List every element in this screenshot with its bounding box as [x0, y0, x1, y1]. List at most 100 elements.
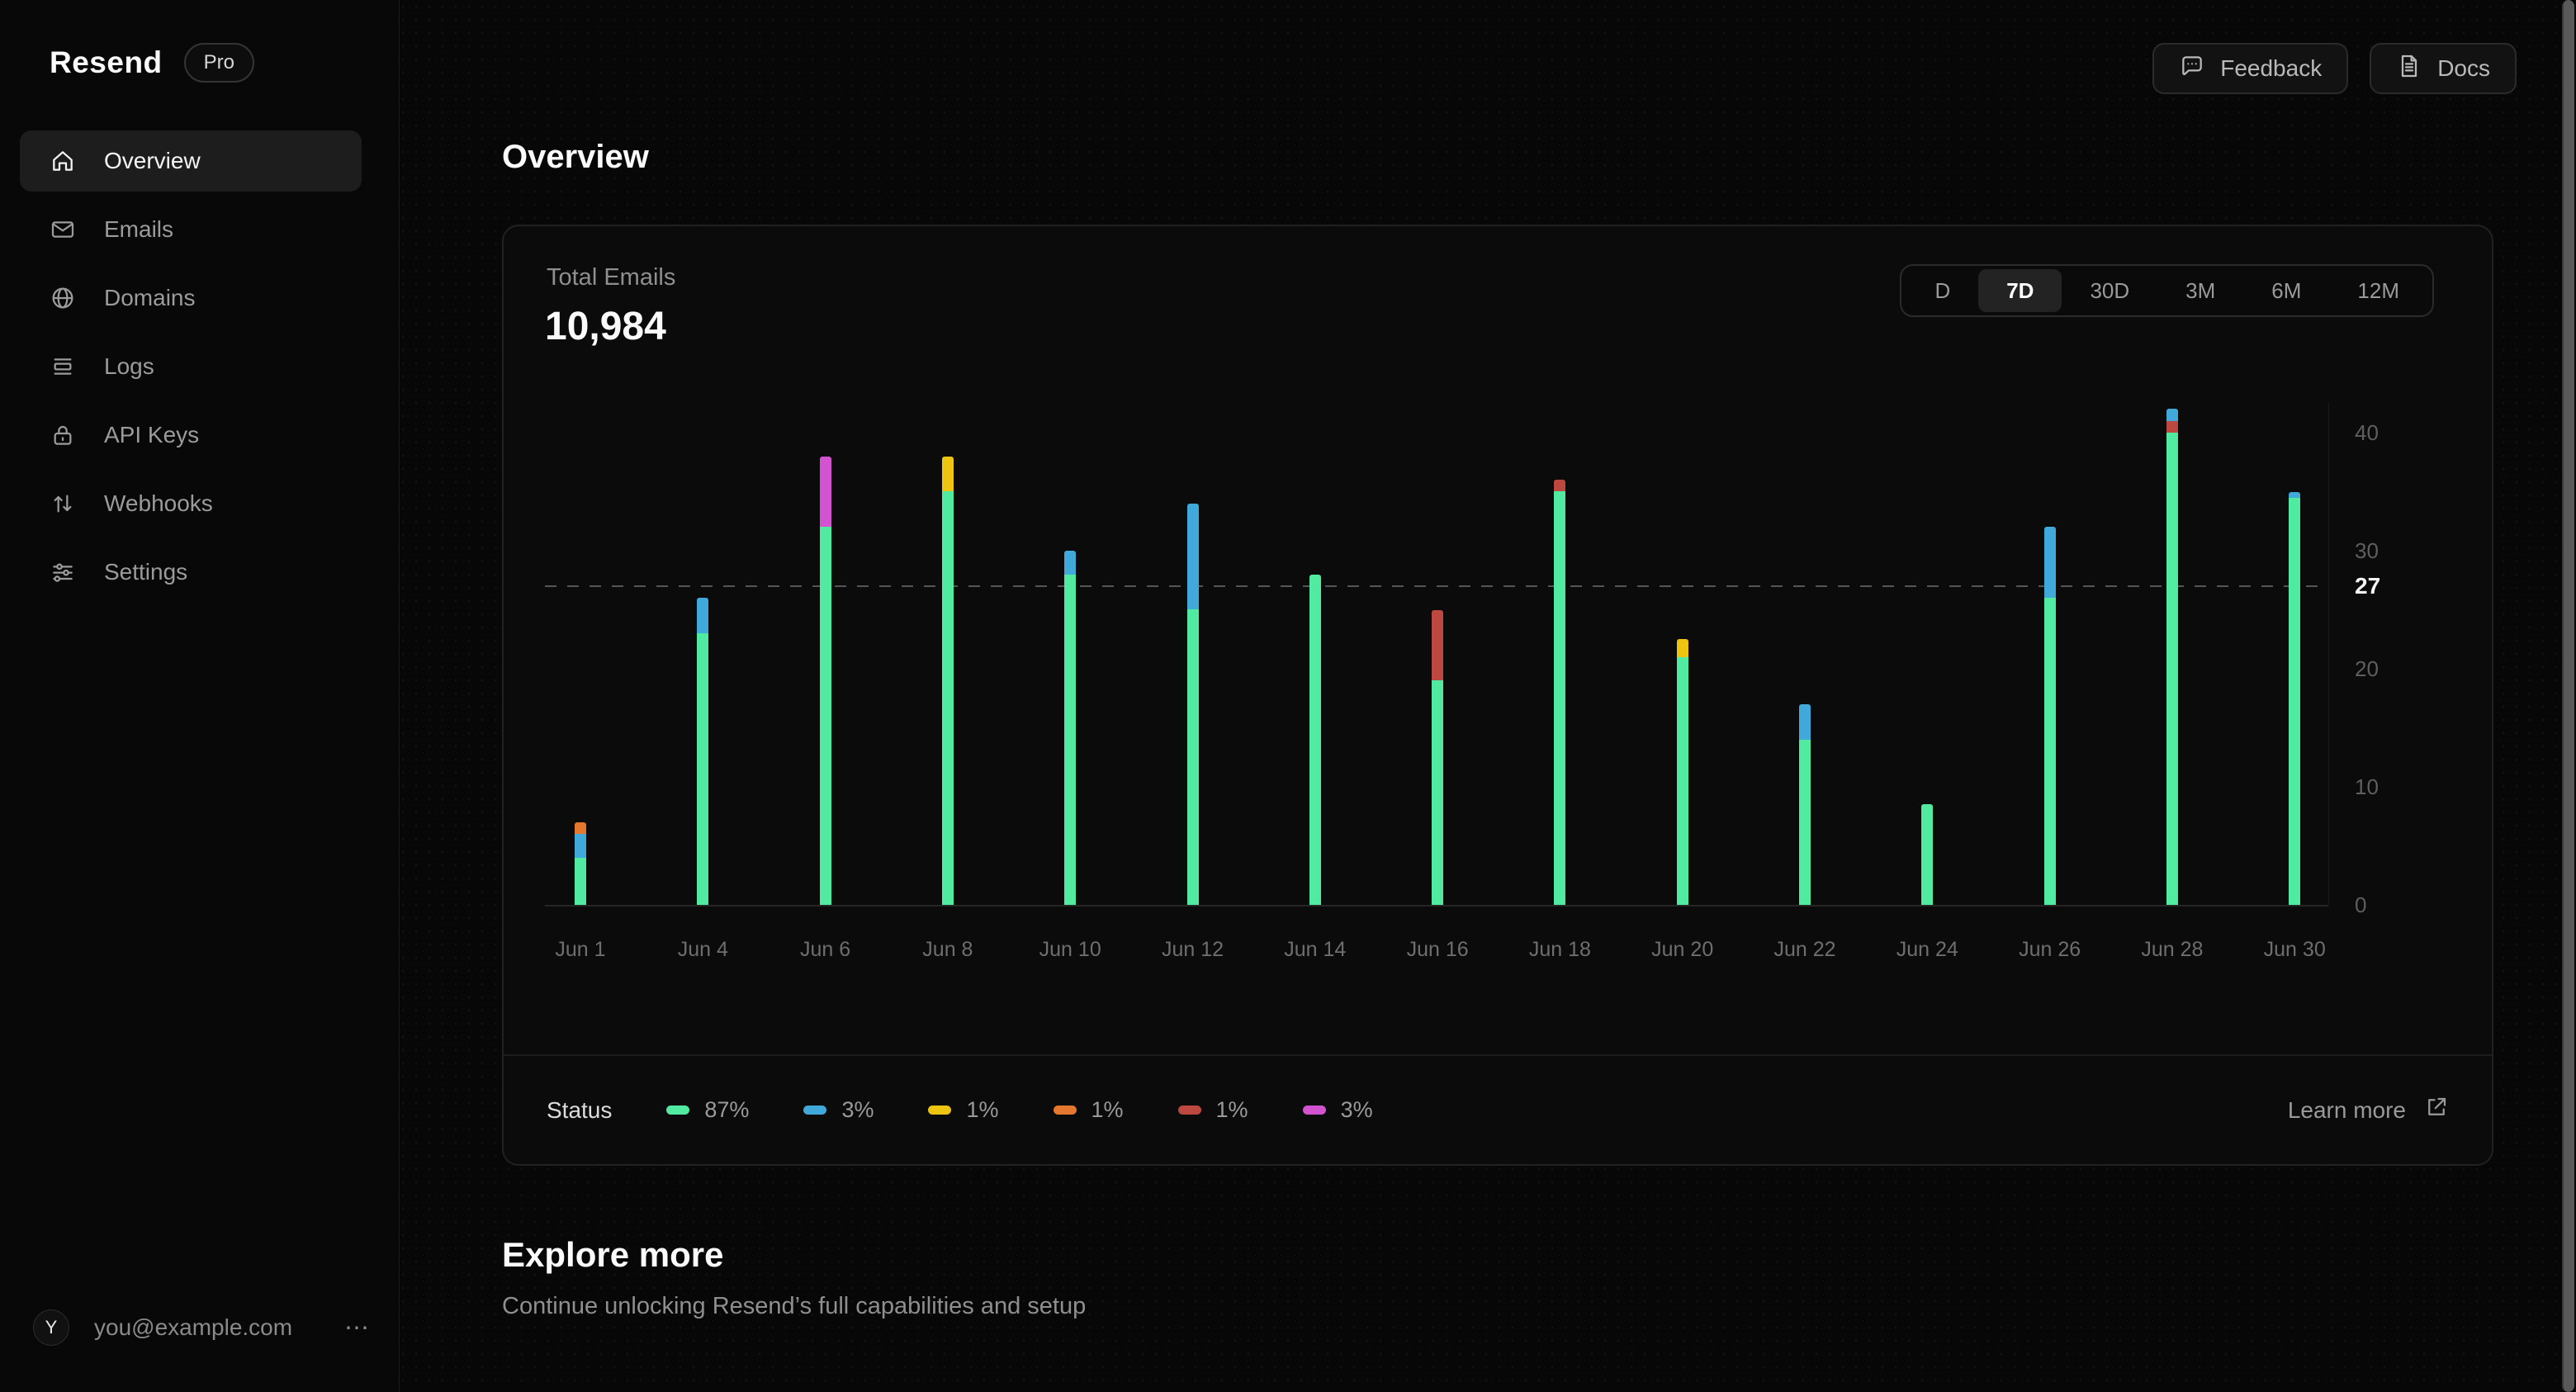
bar-segment-green — [1432, 680, 1444, 905]
bar-segment-sky — [1186, 503, 1199, 610]
legend-item: 1% — [928, 1097, 999, 1123]
chart-bar-jun-6[interactable] — [819, 456, 831, 905]
sidebar-nav: Overview Emails Domains Logs API Keys Webhook… — [20, 130, 362, 603]
chart-bar-jun-24[interactable] — [1921, 804, 1934, 905]
bar-segment-sky — [1799, 703, 1811, 740]
bar-segment-sky — [2043, 527, 2056, 599]
chart-bar-jun-14[interactable] — [1309, 574, 1321, 905]
chart-bar-jun-1[interactable] — [575, 821, 586, 905]
bar-segment-magenta — [819, 456, 831, 528]
docs-file-icon — [2396, 53, 2422, 85]
sidebar-item-label: Webhooks — [104, 490, 213, 516]
explore-subtitle: Continue unlocking Resend’s full capabil… — [502, 1293, 1087, 1319]
home-icon — [53, 151, 73, 171]
total-emails-card: Total Emails 10,984 D 7D 30D 3M 6M 12M Status… — [502, 225, 2493, 1166]
logo-row: Resend Pro — [50, 43, 255, 83]
chart-bar-jun-22[interactable] — [1799, 703, 1811, 905]
plan-badge: Pro — [183, 43, 255, 83]
legend-swatch — [803, 1106, 827, 1115]
avatar: Y — [33, 1309, 69, 1346]
docs-label: Docs — [2437, 55, 2490, 81]
chart-bar-jun-12[interactable] — [1186, 503, 1199, 905]
legend-percentage: 87% — [704, 1097, 750, 1122]
chart-bar-jun-18[interactable] — [1554, 480, 1566, 905]
legend-swatch — [1053, 1106, 1077, 1115]
arrows-up-down-icon — [54, 495, 72, 513]
bar-segment-green — [1799, 739, 1811, 905]
sidebar-item-label: API Keys — [104, 422, 200, 447]
bar-segment-green — [575, 857, 586, 905]
range-button-12m[interactable]: 12M — [2357, 277, 2399, 303]
vertical-scrollbar-thumb[interactable] — [2562, 0, 2574, 1392]
bar-segment-green — [1921, 804, 1934, 905]
legend-item: 1% — [1053, 1097, 1124, 1123]
range-button-3m[interactable]: 3M — [2185, 277, 2216, 303]
bar-segment-green — [2289, 497, 2301, 905]
feedback-bubble-icon — [2179, 53, 2205, 85]
chart-bar-jun-20[interactable] — [1676, 639, 1688, 905]
legend-item: 3% — [803, 1097, 874, 1123]
learn-more-link[interactable]: Learn more — [2288, 1095, 2449, 1125]
legend-swatch — [928, 1106, 952, 1115]
docs-button[interactable]: Docs — [2370, 43, 2517, 94]
sidebar-item-logs[interactable]: Logs — [20, 336, 362, 397]
logs-icon — [54, 358, 72, 375]
chart-bar-jun-30[interactable] — [2289, 491, 2301, 905]
bar-segment-green — [2166, 432, 2178, 905]
bar-segment-green — [1064, 574, 1077, 905]
feedback-button[interactable]: Feedback — [2152, 43, 2349, 94]
metric-value: 10,984 — [545, 305, 666, 348]
bar-segment-green — [1676, 656, 1688, 905]
feedback-label: Feedback — [2220, 55, 2323, 81]
legend-item: 3% — [1302, 1097, 1373, 1123]
sidebar-item-api-keys[interactable]: API Keys — [20, 405, 362, 466]
time-range-switcher: D 7D 30D 3M 6M 12M — [1900, 264, 2434, 317]
card-footer: Status 87% 3% 1% 1% 1% 3% Learn more — [504, 1054, 2492, 1164]
sidebar-item-emails[interactable]: Emails — [20, 199, 362, 260]
chart-bar-jun-4[interactable] — [697, 598, 709, 905]
external-link-icon — [2424, 1095, 2449, 1125]
range-button-d[interactable]: D — [1934, 277, 1951, 303]
bar-segment-green — [1186, 609, 1199, 905]
chart-bar-jun-16[interactable] — [1432, 609, 1444, 905]
bar-segment-sky — [1064, 551, 1077, 575]
chart-bar-jun-26[interactable] — [2043, 527, 2056, 905]
bar-segment-green — [697, 633, 709, 905]
sidebar-item-webhooks[interactable]: Webhooks — [20, 473, 362, 534]
legend-percentage: 1% — [1091, 1097, 1124, 1122]
bar-segment-orange — [575, 821, 586, 835]
status-legend: 87% 3% 1% 1% 1% 3% — [666, 1097, 2287, 1123]
legend-percentage: 1% — [1215, 1097, 1248, 1122]
chart-bar-jun-8[interactable] — [941, 456, 954, 905]
range-button-7d[interactable]: 7D — [1978, 269, 2062, 312]
account-menu-ellipsis-icon[interactable]: ⋯ — [344, 1314, 372, 1342]
sidebar-item-domains[interactable]: Domains — [20, 268, 362, 329]
legend-swatch — [1302, 1106, 1326, 1115]
range-button-6m[interactable]: 6M — [2271, 277, 2302, 303]
bar-segment-sky — [2289, 491, 2301, 498]
legend-percentage: 3% — [1340, 1097, 1373, 1122]
bar-segment-green — [941, 491, 954, 905]
sidebar-item-overview[interactable]: Overview — [20, 130, 362, 192]
bar-segment-red — [1554, 480, 1566, 492]
sidebar-item-settings[interactable]: Settings — [20, 542, 362, 603]
page-title: Overview — [502, 139, 649, 175]
legend-percentage: 3% — [841, 1097, 874, 1122]
bar-segment-sky — [697, 598, 709, 634]
top-actions: Feedback Docs — [2152, 43, 2517, 94]
globe-icon — [52, 287, 73, 309]
chart-bar-jun-28[interactable] — [2166, 409, 2178, 905]
bar-segment-green — [1554, 491, 1566, 905]
account-row[interactable]: Y you@example.com ⋯ — [33, 1309, 380, 1346]
chart-bar-jun-10[interactable] — [1064, 551, 1077, 905]
sidebar: Resend Pro Overview Emails Domains Logs API … — [0, 0, 400, 1392]
status-label: Status — [547, 1096, 613, 1123]
bar-segment-green — [2043, 598, 2056, 905]
account-email: you@example.com — [94, 1314, 293, 1340]
sidebar-item-label: Emails — [104, 216, 174, 242]
bar-segment-green — [1309, 574, 1321, 905]
range-button-30d[interactable]: 30D — [2090, 277, 2130, 303]
bar-segment-sky — [575, 834, 586, 858]
brand-logo: Resend — [50, 45, 163, 79]
legend-item: 87% — [666, 1097, 749, 1123]
